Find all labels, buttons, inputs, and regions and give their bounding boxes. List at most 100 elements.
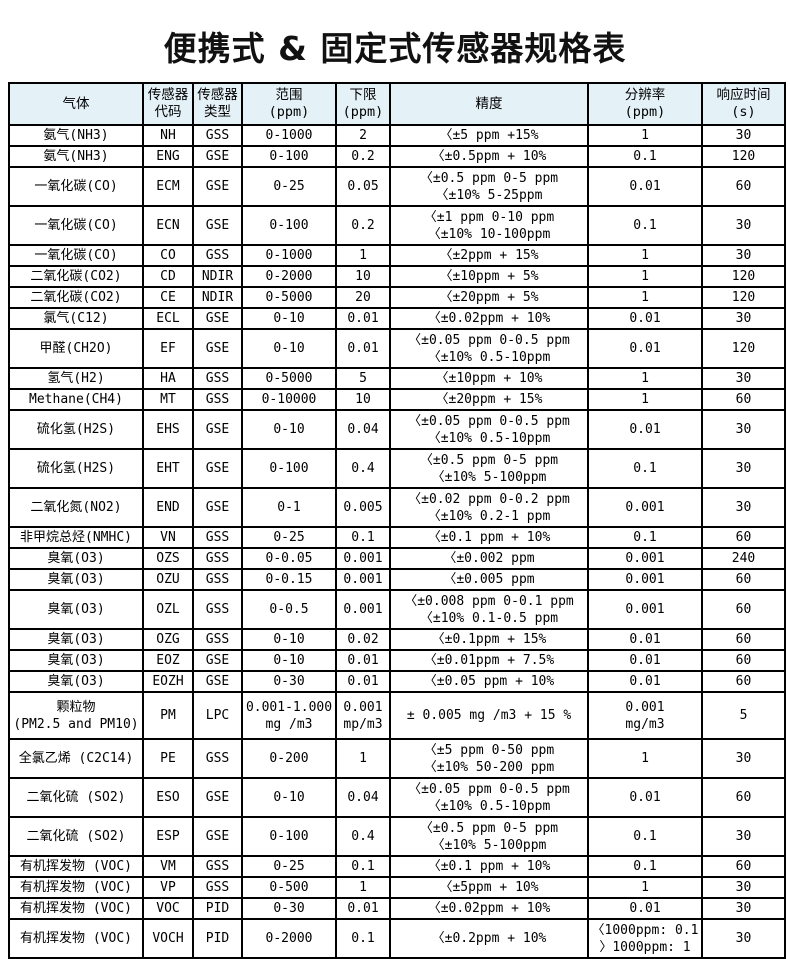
- cell-code: ECM: [142, 166, 194, 207]
- cell-resolution: 1: [587, 738, 703, 779]
- cell-response: 30: [701, 367, 786, 390]
- cell-accuracy-line: 〈±0.1ppm + 15%: [431, 632, 547, 647]
- cell-type: GSE: [192, 307, 243, 330]
- cell-range-line: 0-100: [269, 218, 309, 233]
- cell-code: EHS: [142, 409, 194, 450]
- table-row: 硫化氢(H2S) EHT GSE 0-100 0.4 〈±0.5 ppm 0-5 ppm 〈…: [8, 448, 786, 489]
- cell-range-line: 0-10: [273, 632, 305, 647]
- cell-resolution-line: 0.1: [633, 218, 657, 233]
- cell-limit: 0.01: [335, 649, 391, 672]
- cell-resolution-line: 1: [641, 751, 649, 766]
- cell-limit-line: 0.01: [347, 901, 379, 916]
- cell-resolution-line: 1: [641, 880, 649, 895]
- cell-response: 30: [701, 487, 786, 528]
- cell-type: GSS: [192, 526, 243, 549]
- column-header-response-line: (s): [731, 104, 756, 120]
- column-header-type-line: 传感器: [197, 87, 238, 103]
- cell-limit: 0.05: [335, 166, 391, 207]
- cell-type: GSS: [192, 855, 243, 878]
- cell-gas-line: 臭氧(O3): [47, 551, 105, 566]
- cell-range: 0-25: [241, 855, 337, 878]
- table-header: 气体 传感器 代码 传感器 类型 范围 (ppm) 下限 (ppm) 精度 分辨率 (ppm) 响应时间…: [8, 82, 786, 126]
- cell-response: 60: [701, 670, 786, 693]
- cell-type: GSE: [192, 777, 243, 818]
- cell-accuracy: 〈±5ppm + 10%: [389, 876, 589, 899]
- cell-accuracy-line: 〈±10% 5-100ppm: [431, 837, 547, 853]
- cell-range: 0-1000: [241, 244, 337, 267]
- cell-resolution-line: 0.001: [625, 699, 665, 715]
- cell-range: 0-30: [241, 897, 337, 920]
- cell-response: 120: [701, 145, 786, 168]
- cell-limit-line: 0.01: [347, 653, 379, 668]
- cell-limit: 10: [335, 388, 391, 411]
- cell-range-line: 0-10: [273, 653, 305, 668]
- cell-range: 0-10: [241, 328, 337, 369]
- table-row: 非甲烷总烃(NMHC) VN GSS 0-25 0.1 〈±0.1 ppm + 10% 0.…: [8, 526, 786, 549]
- cell-response: 30: [701, 816, 786, 857]
- cell-code: OZL: [142, 589, 194, 630]
- cell-response: 5: [701, 691, 786, 740]
- cell-gas-line: 氯气(C12): [43, 311, 109, 326]
- cell-response: 120: [701, 286, 786, 309]
- cell-accuracy-line: 〈±10ppm + 10%: [435, 371, 543, 386]
- cell-gas-line: 二氧化碳(CO2): [30, 269, 122, 284]
- cell-range-line: 0-10: [273, 422, 305, 437]
- table-row: 一氧化碳(CO) ECN GSE 0-100 0.2 〈±1 ppm 0-10 ppm 〈±…: [8, 205, 786, 246]
- cell-limit-line: 0.001: [343, 572, 383, 587]
- cell-range-line: 0-2000: [265, 269, 313, 284]
- cell-resolution: 0.01: [587, 777, 703, 818]
- cell-range-line: 0-1: [277, 500, 301, 515]
- cell-accuracy: 〈±0.1 ppm + 10%: [389, 855, 589, 878]
- cell-limit: 0.2: [335, 145, 391, 168]
- cell-gas: 臭氧(O3): [8, 547, 144, 570]
- cell-limit: 0.001: [335, 547, 391, 570]
- column-header-accuracy: 精度: [389, 82, 589, 126]
- cell-response: 30: [701, 409, 786, 450]
- table-row: 颗粒物 (PM2.5 and PM10) PM LPC 0.001-1.000 mg /m…: [8, 691, 786, 740]
- cell-gas: 臭氧(O3): [8, 589, 144, 630]
- cell-range-line: 0-100: [269, 461, 309, 476]
- cell-resolution-line: 0.01: [629, 311, 661, 326]
- cell-gas: 二氧化碳(CO2): [8, 286, 144, 309]
- cell-type: GSS: [192, 876, 243, 899]
- cell-accuracy-line: 〈±10% 5-100ppm: [431, 469, 547, 485]
- cell-type: LPC: [192, 691, 243, 740]
- cell-code: ECN: [142, 205, 194, 246]
- cell-code: EF: [142, 328, 194, 369]
- cell-resolution: 0.001: [587, 589, 703, 630]
- cell-code: OZS: [142, 547, 194, 570]
- table-row: 氨气(NH3) NH GSS 0-1000 2 〈±5 ppm +15% 1 30: [8, 124, 786, 147]
- cell-resolution-line: 0.1: [633, 859, 657, 874]
- cell-resolution-line: 0.01: [629, 422, 661, 437]
- cell-accuracy-line: 〈±0.5 ppm 0-5 ppm: [419, 820, 559, 836]
- cell-gas-line: 二氧化氮(NO2): [30, 500, 122, 515]
- table-row: 臭氧(O3) OZU GSS 0-0.15 0.001 〈±0.005 ppm 0.001 6…: [8, 568, 786, 591]
- cell-resolution-line: 0.01: [629, 901, 661, 916]
- cell-limit-line: 0.01: [347, 674, 379, 689]
- column-header-range: 范围 (ppm): [241, 82, 337, 126]
- cell-limit: 0.04: [335, 409, 391, 450]
- cell-range: 0-5000: [241, 367, 337, 390]
- cell-gas-line: 全氯乙烯 (C2C14): [18, 751, 134, 766]
- cell-accuracy: 〈±0.02ppm + 10%: [389, 897, 589, 920]
- table-row: 全氯乙烯 (C2C14) PE GSS 0-200 1 〈±5 ppm 0-50 ppm 〈…: [8, 738, 786, 779]
- cell-range: 0-10000: [241, 388, 337, 411]
- cell-range-line: 0-2000: [265, 931, 313, 946]
- cell-gas-line: 一氧化碳(CO): [34, 218, 118, 233]
- cell-range-line: 0-200: [269, 751, 309, 766]
- cell-resolution: 0.1: [587, 855, 703, 878]
- cell-limit: 0.02: [335, 628, 391, 651]
- table-row: 甲醛(CH2O) EF GSE 0-10 0.01 〈±0.05 ppm 0-0.5 pp…: [8, 328, 786, 369]
- sensor-spec-table: 气体 传感器 代码 传感器 类型 范围 (ppm) 下限 (ppm) 精度 分辨率 (ppm) 响应时间…: [8, 82, 786, 959]
- cell-response: 30: [701, 897, 786, 920]
- cell-accuracy-line: 〈±10% 5-25ppm: [435, 187, 543, 203]
- cell-resolution: 0.1: [587, 205, 703, 246]
- page-title: 便携式 & 固定式传感器规格表: [163, 29, 627, 68]
- cell-range-line: 0-5000: [265, 371, 313, 386]
- cell-range: 0-0.5: [241, 589, 337, 630]
- cell-limit: 0.001: [335, 589, 391, 630]
- cell-limit-line: 0.2: [351, 218, 375, 233]
- cell-code: ENG: [142, 145, 194, 168]
- cell-range-line: mg /m3: [265, 716, 313, 732]
- column-header-resolution: 分辨率 (ppm): [587, 82, 703, 126]
